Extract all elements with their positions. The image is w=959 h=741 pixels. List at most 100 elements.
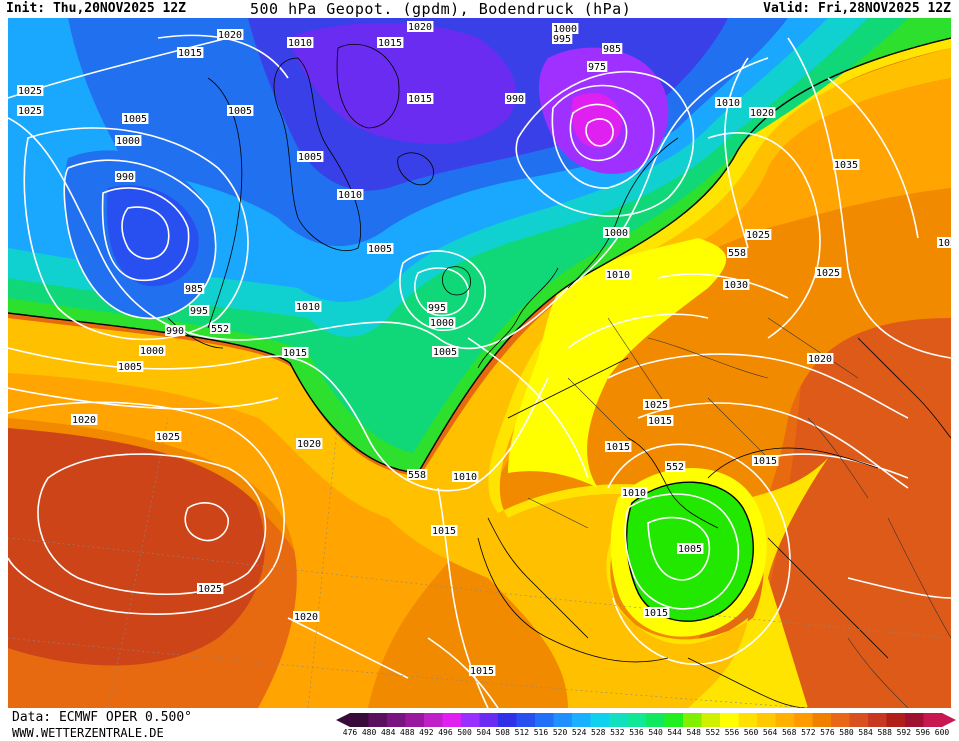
scale-swatch: [646, 713, 665, 727]
pressure-label-background: [469, 665, 496, 676]
scale-swatch: [442, 713, 462, 727]
scale-tick-label: 488: [400, 728, 415, 737]
pressure-label: 1020: [297, 439, 321, 450]
scale-tick-label: 544: [667, 728, 682, 737]
pressure-label: 1030: [724, 280, 748, 291]
pressure-label-background: [677, 543, 704, 554]
scale-tick-label: 480: [361, 728, 377, 737]
scale-swatch: [905, 713, 924, 727]
scale-swatch: [868, 713, 887, 727]
pressure-label: 1005: [368, 244, 392, 255]
pressure-label-background: [647, 415, 674, 426]
pressure-label-background: [429, 317, 456, 328]
pressure-label: 1005: [118, 362, 142, 373]
scale-tick-label: 524: [571, 728, 587, 737]
map-title: 500 hPa Geopot. (gpdm), Bodendruck (hPa): [250, 0, 632, 18]
pressure-label-background: [807, 353, 834, 364]
pressure-label-background: [165, 325, 186, 336]
pressure-label-background: [155, 431, 182, 442]
scale-tick-label: 568: [781, 728, 797, 737]
scale-swatch: [757, 713, 776, 727]
pressure-label-background: [452, 471, 479, 482]
pressure-label: 1015: [408, 94, 432, 105]
pressure-label-background: [297, 151, 324, 162]
scale-tick-label: 580: [839, 728, 854, 737]
pressure-label-background: [407, 93, 434, 104]
pressure-label: 995: [428, 303, 446, 314]
pressure-label-background: [431, 525, 458, 536]
pressure-label: 1000: [430, 318, 454, 329]
scale-tick-label: 492: [419, 728, 434, 737]
pressure-label-background: [295, 301, 322, 312]
scale-tick-label: 484: [380, 728, 396, 737]
pressure-label: 1020: [408, 22, 432, 33]
pressure-label: 1015: [432, 526, 456, 537]
pressure-label-background: [745, 229, 772, 240]
website-label: WWW.WETTERZENTRALE.DE: [12, 726, 164, 740]
scale-swatch: [350, 713, 369, 727]
scale-tick-label: 512: [514, 728, 530, 737]
pressure-label-background: [815, 267, 842, 278]
pressure-label-background: [715, 97, 742, 108]
pressure-label-background: [749, 107, 776, 118]
scale-tick-label: 596: [915, 728, 931, 737]
pressure-label-background: [643, 607, 670, 618]
scale-swatch: [701, 713, 721, 727]
pressure-label: 552: [211, 324, 229, 335]
pressure-label-background: [602, 43, 623, 54]
pressure-label: 1015: [644, 608, 668, 619]
pressure-label: 990: [506, 94, 524, 105]
pressure-label-background: [217, 29, 244, 40]
pressure-label: 558: [408, 470, 426, 481]
pressure-label-background: [587, 61, 608, 72]
pressure-label: 1005: [678, 544, 702, 555]
scale-swatch: [387, 713, 406, 727]
coastlines: [167, 44, 951, 708]
pressure-label: 985: [603, 44, 621, 55]
scale-swatch: [516, 713, 536, 727]
pressure-label: 1005: [228, 106, 252, 117]
scale-swatch: [479, 713, 499, 727]
scale-swatch: [461, 713, 480, 727]
scale-swatch: [738, 713, 758, 727]
pressure-label-background: [727, 247, 748, 258]
shade-564: [8, 48, 951, 708]
scale-swatch: [831, 713, 850, 727]
pressure-label: 1015: [470, 666, 494, 677]
shade-568: [8, 78, 951, 708]
pressure-label: 1010: [606, 270, 630, 281]
scale-tick-label: 556: [724, 728, 740, 737]
pressure-label: 990: [166, 326, 184, 337]
pressure-label: 995: [553, 34, 571, 45]
scale-tick-label: 576: [820, 728, 835, 737]
pressure-label-background: [282, 347, 309, 358]
scale-swatch: [609, 713, 628, 727]
pressure-label: 1025: [746, 230, 770, 241]
scale-tick-label: 516: [533, 728, 549, 737]
scale-tick-label: 496: [438, 728, 453, 737]
valid-time-label: Valid: Fri,28NOV2025 12Z: [763, 1, 951, 16]
scale-swatch: [498, 713, 517, 727]
scale-tick-label: 520: [552, 728, 568, 737]
shade-520-low-west: [107, 185, 199, 287]
scale-swatch: [886, 713, 906, 727]
scale-tick-label: 528: [591, 728, 606, 737]
pressure-label-background: [210, 323, 231, 334]
pressure-label-background: [115, 135, 142, 146]
pressure-label: 1010: [716, 98, 740, 109]
pressure-label: 1025: [938, 238, 951, 249]
scale-swatch: [683, 713, 702, 727]
contour-552: [8, 37, 951, 474]
pressure-label: 1010: [622, 488, 646, 499]
scale-tick-label: 540: [648, 728, 663, 737]
pressure-label: 1015: [283, 348, 307, 359]
scale-swatch: [664, 713, 684, 727]
pressure-label: 1015: [378, 38, 402, 49]
pressure-label: 1035: [834, 160, 858, 171]
shade-580-east: [728, 278, 951, 708]
scale-tick-label: 560: [743, 728, 759, 737]
scale-swatch: [590, 713, 610, 727]
pressure-label: 1015: [648, 416, 672, 427]
scale-tick-label: 564: [762, 728, 778, 737]
